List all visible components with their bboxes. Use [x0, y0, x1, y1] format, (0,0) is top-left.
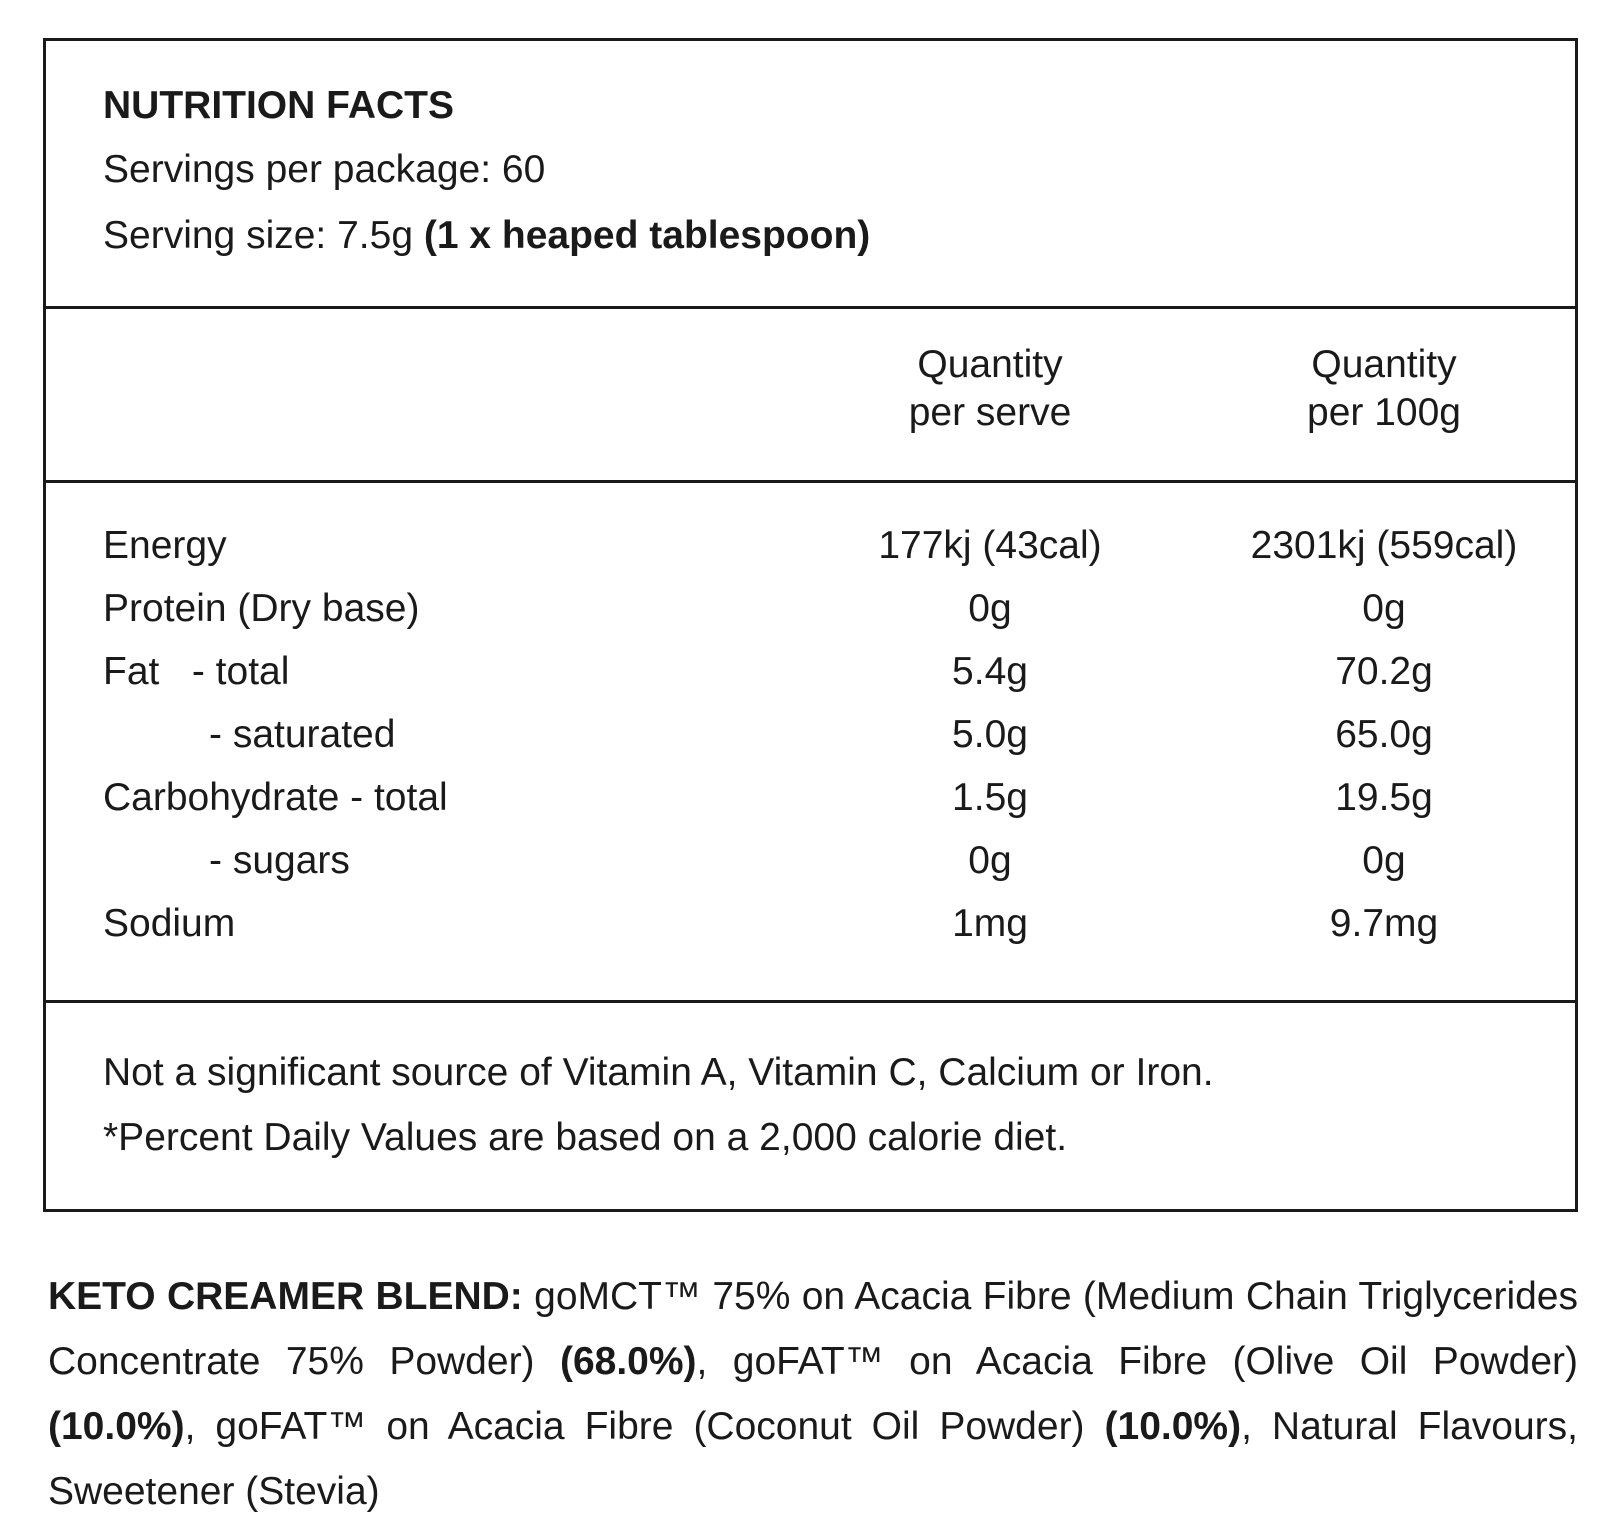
per-serve-value: 1.5g [952, 776, 1028, 819]
nutrition-panel: NUTRITION FACTS Servings per package: 60… [43, 38, 1578, 1212]
column-header-line: per serve [908, 391, 1072, 434]
ingredients-text: goMCT™ 75% on Acacia Fibre (Medium Chain… [48, 1275, 1579, 1383]
per-100g-value: 65.0g [1335, 713, 1433, 756]
table-row: Sodium 1mg 9.7mg [46, 891, 1575, 957]
serving-size-note: (1 x heaped tablespoon) [423, 214, 871, 257]
per-serve-value: 1mg [952, 902, 1028, 945]
ingredients-statement: KETO CREAMER BLEND: goMCT™ 75% on Acacia… [48, 1264, 1578, 1524]
per-100g-value: 19.5g [1335, 776, 1433, 819]
column-header-line: per 100g [1307, 391, 1461, 434]
per-serve-value: 5.0g [952, 713, 1028, 756]
ingredient-percentage: (10.0%) [1104, 1405, 1242, 1448]
column-header-per-serve: Quantity per serve [820, 341, 1160, 437]
per-serve-value: 5.4g [952, 650, 1028, 693]
nutrient-label: - sugars [209, 839, 350, 882]
ingredient-percentage: (68.0%) [559, 1340, 697, 1383]
nutrient-label: Sodium [103, 902, 236, 945]
table-row: Energy 177kj (43cal) 2301kj (559cal) [46, 513, 1575, 579]
table-row: Carbohydrate - total 1.5g 19.5g [46, 765, 1575, 831]
panel-header: NUTRITION FACTS Servings per package: 60… [46, 41, 1575, 309]
table-row: Protein (Dry base) 0g 0g [46, 576, 1575, 642]
nutrient-label: Fat - total [103, 650, 290, 693]
servings-label: Servings per package: [103, 148, 492, 191]
per-100g-value: 70.2g [1335, 650, 1433, 693]
nutrient-label: Carbohydrate - total [103, 776, 448, 819]
serving-size: Serving size: 7.5g (1 x heaped tablespoo… [103, 211, 870, 261]
table-row: - sugars 0g 0g [46, 828, 1575, 894]
vitamin-note: Not a significant source of Vitamin A, V… [103, 1051, 1214, 1094]
column-header-line: Quantity [917, 343, 1063, 386]
nutrient-label: Energy [103, 524, 227, 567]
table-row: - saturated 5.0g 65.0g [46, 702, 1575, 768]
nutrient-label: - saturated [209, 713, 396, 756]
per-100g-value: 0g [1362, 839, 1406, 882]
panel-notes: Not a significant source of Vitamin A, V… [46, 1003, 1575, 1209]
per-serve-value: 0g [968, 839, 1012, 882]
nutrient-label: Protein (Dry base) [103, 587, 420, 630]
per-100g-value: 2301kj (559cal) [1250, 524, 1518, 567]
nutrient-table: Energy 177kj (43cal) 2301kj (559cal) Pro… [46, 483, 1575, 1003]
servings-value: 60 [501, 148, 546, 191]
column-header-per-100g: Quantity per 100g [1214, 341, 1554, 437]
per-serve-value: 0g [968, 587, 1012, 630]
serving-size-label: Serving size: [103, 214, 327, 257]
per-serve-value: 177kj (43cal) [878, 524, 1102, 567]
servings-per-package: Servings per package: 60 [103, 145, 545, 195]
ingredients-heading: KETO CREAMER BLEND: [48, 1275, 523, 1318]
ingredients-text: , goFAT™ on Acacia Fibre (Coconut Oil Po… [184, 1405, 1105, 1448]
serving-size-value: 7.5g [337, 214, 414, 257]
column-headers: Quantity per serve Quantity per 100g [46, 309, 1575, 483]
per-100g-value: 9.7mg [1329, 902, 1439, 945]
ingredient-percentage: (10.0%) [48, 1405, 185, 1448]
panel-title: NUTRITION FACTS [103, 84, 454, 127]
per-100g-value: 0g [1362, 587, 1406, 630]
column-header-line: Quantity [1311, 343, 1457, 386]
ingredients-text: , goFAT™ on Acacia Fibre (Olive Oil Powd… [696, 1340, 1579, 1383]
table-row: Fat - total 5.4g 70.2g [46, 639, 1575, 705]
daily-values-note: *Percent Daily Values are based on a 2,0… [103, 1116, 1068, 1159]
